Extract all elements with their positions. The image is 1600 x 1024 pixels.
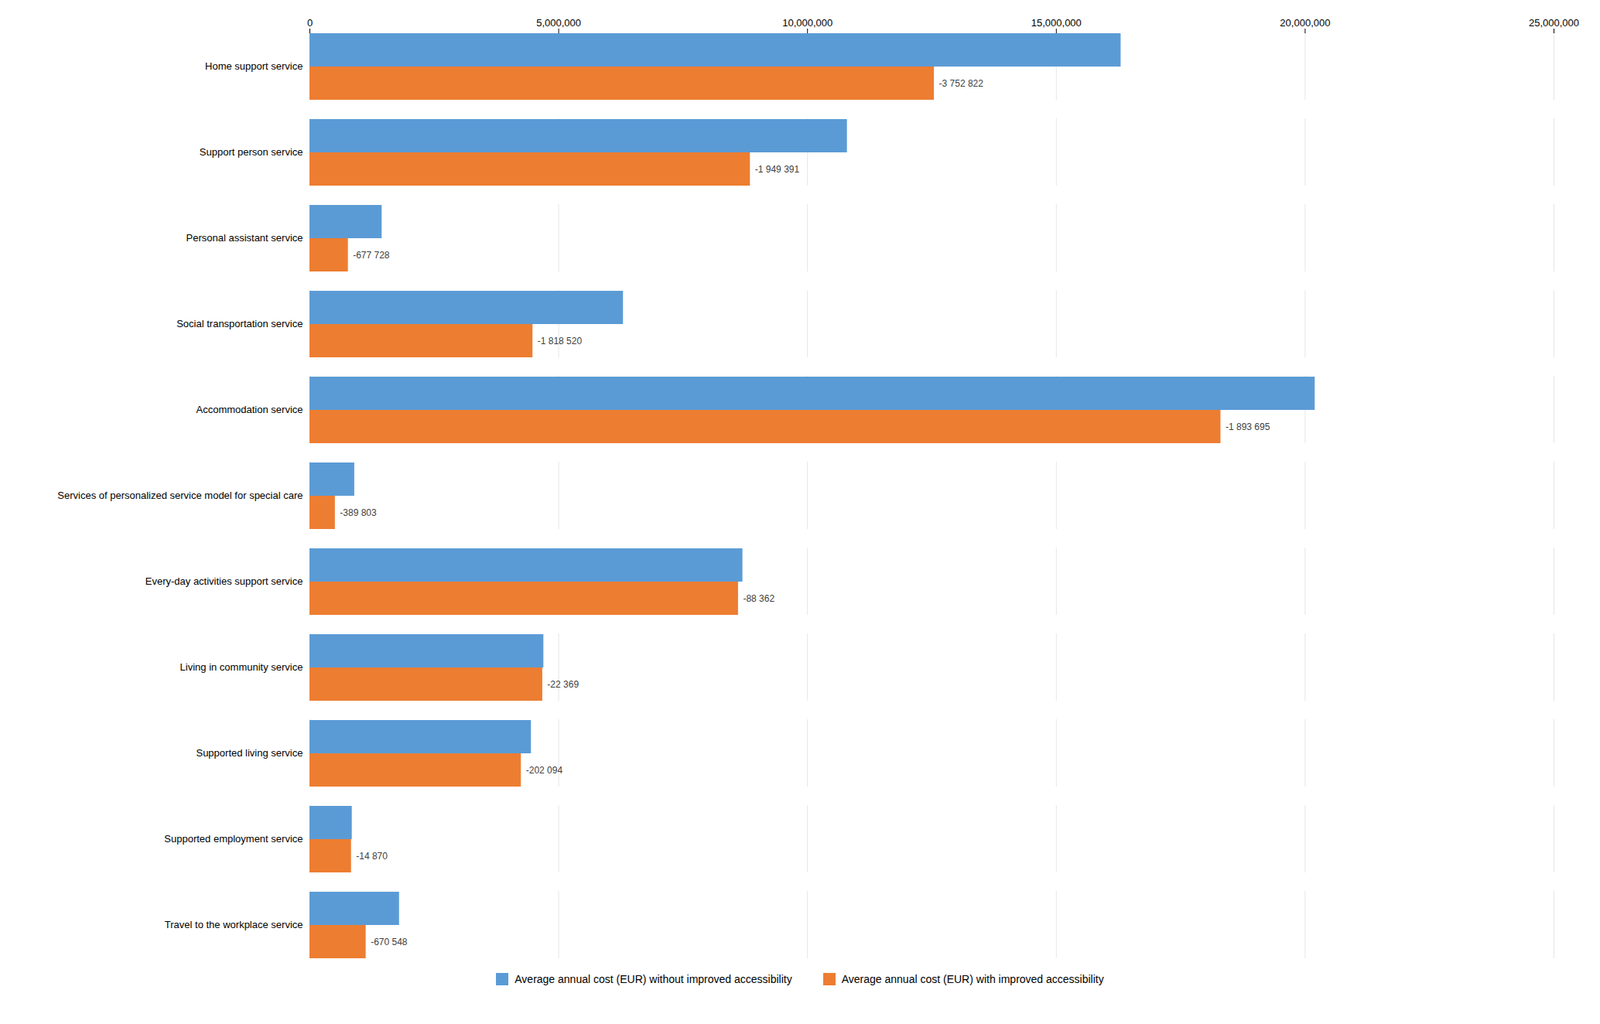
svg-text:-22 369: -22 369 (547, 679, 579, 691)
svg-text:-88 362: -88 362 (742, 593, 775, 605)
html-text:Average annual cost (EUR) with: Average annual cost (EUR) with improved … (841, 973, 1104, 986)
svg-text:Every-day activities support s: Every-day activities support service (145, 575, 304, 588)
svg-text:-1 893 695: -1 893 695 (1225, 421, 1271, 433)
svg-text:10,000,000: 10,000,000 (782, 17, 833, 29)
svg-text:15,000,000: 15,000,000 (1031, 17, 1082, 29)
svg-text:-3 752 822: -3 752 822 (939, 78, 985, 89)
svg-text:20,000,000: 20,000,000 (1279, 17, 1330, 29)
svg-text:Services of personalized servi: Services of personalized service model f… (57, 489, 303, 502)
svg-text:-670 548: -670 548 (370, 936, 408, 948)
svg-text:-202 094: -202 094 (526, 765, 564, 777)
svg-text:0: 0 (307, 17, 313, 29)
svg-text:Living in community service: Living in community service (180, 661, 304, 674)
svg-text:Accommodation service: Accommodation service (196, 403, 304, 416)
svg-text:-389 803: -389 803 (339, 507, 377, 519)
svg-text:Social transportation service: Social transportation service (176, 317, 303, 330)
svg-text:Supported employment service: Supported employment service (164, 833, 303, 845)
svg-text:Travel to the workplace servic: Travel to the workplace service (164, 919, 304, 931)
svg-text:-1 949 391: -1 949 391 (755, 164, 800, 175)
svg-text:25,000,000: 25,000,000 (1528, 17, 1580, 29)
svg-text:-677 728: -677 728 (352, 249, 390, 261)
svg-text:-14 870: -14 870 (355, 851, 388, 862)
svg-text:Personal assistant service: Personal assistant service (185, 232, 303, 244)
svg-text:Supported living service: Supported living service (195, 747, 303, 759)
svg-text:Support person service: Support person service (199, 146, 304, 158)
svg-text:5,000,000: 5,000,000 (536, 17, 582, 29)
svg-text:Home support service: Home support service (205, 60, 303, 72)
svg-text:-1 818 520: -1 818 520 (537, 335, 583, 347)
html-text:Average annual cost (EUR) with: Average annual cost (EUR) without improv… (514, 973, 793, 986)
